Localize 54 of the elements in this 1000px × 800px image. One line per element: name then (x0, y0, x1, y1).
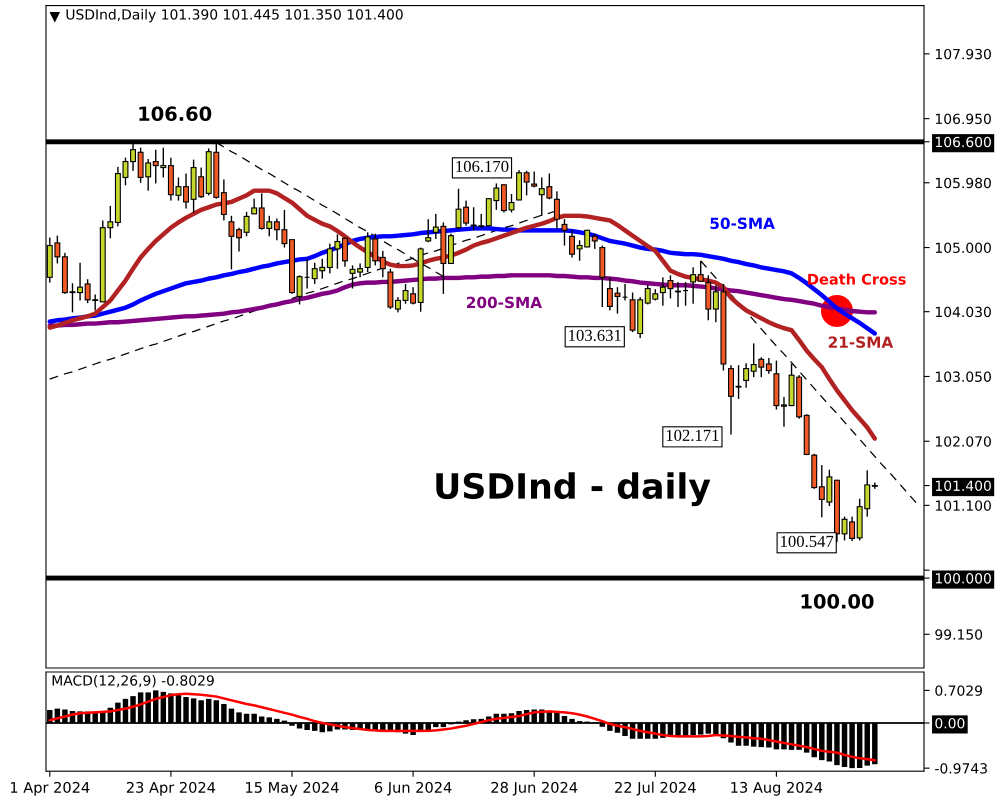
y-tick-label: 101.100 (936, 500, 991, 511)
x-tick-label: 22 Jul 2024 (615, 782, 696, 796)
ref-line-label: 100.00 (802, 594, 874, 609)
candlestick (372, 232, 378, 266)
annotation: USDInd - daily (436, 472, 710, 506)
y-tick-label: 0.00 (935, 718, 964, 728)
annotation: 102.171 (666, 430, 718, 442)
candlestick (675, 281, 681, 308)
y-tick-label: 106.950 (936, 114, 991, 124)
y-tick-label: 103.050 (936, 371, 991, 382)
y-tick-label: 105.980 (936, 178, 991, 188)
ref-line-label: 106.60 (139, 106, 212, 122)
y-tick-label: 105.000 (936, 242, 991, 254)
candlestick (766, 357, 772, 375)
candlestick (622, 283, 628, 302)
x-tick-label: 1 Apr 2024 (10, 782, 90, 796)
chart-title: USDInd,Daily 101.390 101.445 101.350 101.400 (66, 8, 403, 22)
series-label: 21-SMA (828, 336, 894, 348)
y-tick-label: 99.150 (935, 629, 982, 640)
candlestick (864, 470, 870, 518)
annotation: Death Cross (808, 273, 906, 285)
candlestick (652, 288, 658, 302)
x-tick-label: 23 Apr 2024 (126, 782, 216, 796)
candlestick (546, 172, 552, 200)
series-label: 50-SMA (710, 218, 775, 230)
x-tick-label: 28 Jun 2024 (491, 782, 578, 796)
y-tick-label: 104.030 (936, 306, 991, 318)
candlestick (304, 258, 310, 290)
y-tick-label: 100.000 (936, 573, 991, 584)
candlestick (312, 262, 318, 285)
series-label: 200-SMA (467, 296, 542, 308)
candlestick (561, 218, 568, 246)
candlestick (644, 284, 651, 306)
candlestick (758, 356, 764, 378)
candlestick (531, 170, 538, 188)
candlestick (425, 218, 432, 243)
x-tick-label: 13 Aug 2024 (731, 782, 822, 796)
y-tick-label: 101.400 (936, 480, 991, 492)
y-tick-label: -0.9743 (935, 763, 987, 774)
annotation: 100.547 (781, 536, 834, 548)
y-tick-label: 102.070 (936, 436, 991, 447)
candlestick (380, 250, 386, 278)
y-tick-label: 0.7029 (935, 685, 982, 696)
y-tick-label: 106.600 (936, 136, 991, 148)
x-tick-label: 15 May 2024 (246, 782, 339, 796)
candlestick (682, 281, 689, 306)
chart-title: MACD(12,26,9) -0.8029 (52, 674, 214, 688)
x-tick-label: 6 Jun 2024 (374, 782, 452, 796)
annotation: 106.170 (456, 160, 508, 172)
annotation: 103.631 (569, 330, 621, 342)
line-series (48, 692, 876, 762)
candlestick (592, 232, 598, 250)
candlestick (152, 149, 159, 184)
y-tick-label: 107.930 (936, 48, 991, 60)
